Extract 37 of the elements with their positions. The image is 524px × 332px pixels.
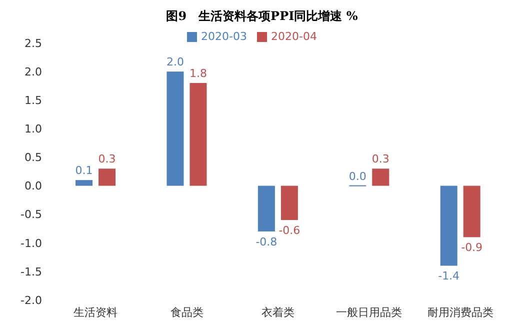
data-label: -0.8 [256, 235, 278, 248]
data-label: 2.0 [166, 56, 184, 69]
y-tick-label: 2.0 [24, 65, 42, 78]
x-tick-label: 衣着类 [262, 306, 294, 319]
y-tick-label: 0.5 [24, 151, 42, 164]
x-tick-label: 食品类 [170, 306, 204, 319]
legend-label: 2020-04 [271, 30, 317, 43]
y-tick-label: -1.5 [20, 265, 42, 278]
bar [166, 72, 184, 186]
bar [258, 186, 275, 232]
x-tick-label: 一般日用品类 [336, 306, 402, 319]
x-tick-label: 耐用消费品类 [427, 306, 494, 319]
data-label: 1.8 [189, 66, 207, 80]
data-label: 0.0 [348, 170, 366, 183]
y-tick-label: -2.0 [20, 294, 42, 307]
y-tick-label: -0.5 [20, 208, 42, 222]
data-label: -0.9 [461, 241, 483, 254]
y-tick-label: -1.0 [20, 236, 42, 250]
data-label: 0.3 [372, 152, 390, 166]
data-label: -0.6 [278, 224, 300, 238]
y-tick-label: 1.5 [24, 94, 42, 108]
data-label: 0.3 [98, 152, 116, 166]
y-tick-label: 1.0 [24, 122, 42, 136]
x-tick-label: 生活资料 [74, 306, 118, 319]
bar [440, 186, 458, 266]
bar [463, 186, 480, 238]
bar [190, 82, 207, 186]
data-label: -1.4 [438, 270, 460, 283]
data-label: 0.1 [75, 164, 93, 178]
bar [280, 186, 298, 220]
legend-label: 2020-03 [201, 30, 247, 43]
y-tick-label: 2.5 [24, 36, 42, 50]
bar [98, 168, 116, 186]
bar [76, 180, 93, 186]
bar [372, 168, 390, 186]
chart-title: 图9 生活资料各项PPI同比增速 % [165, 8, 359, 25]
y-tick-label: 0.0 [24, 180, 42, 193]
